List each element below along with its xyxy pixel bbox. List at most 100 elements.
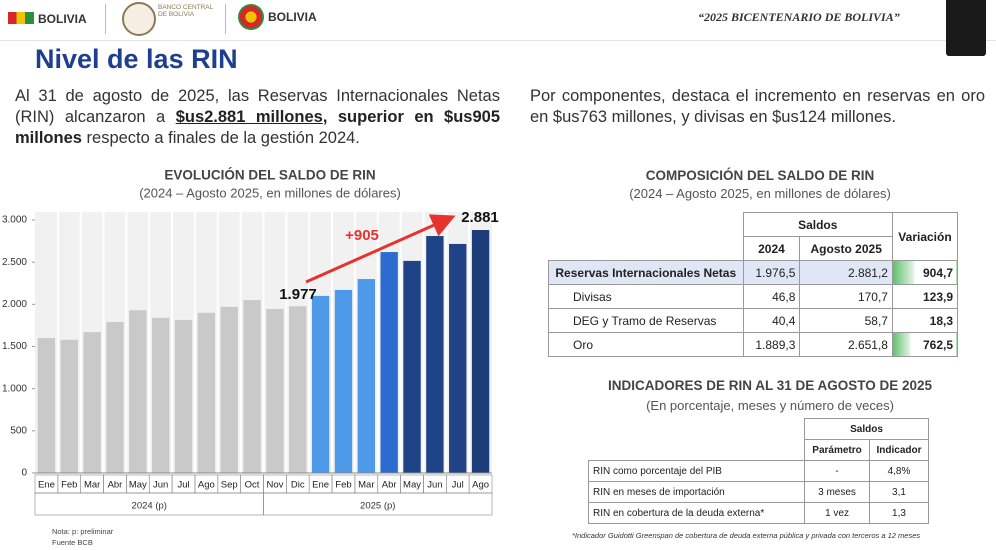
group-header: Saldos: [742, 212, 893, 237]
y-tick-label: 2.500: [2, 257, 27, 268]
indicators-subtitle: (En porcentaje, meses y número de veces): [646, 398, 894, 413]
divider: [105, 4, 106, 34]
intro-text: Al 31 de agosto de 2025, las Reservas In…: [15, 87, 500, 126]
x-tick-label: Ago: [472, 480, 489, 491]
cell: 4,8%: [869, 460, 929, 482]
column-header: Parámetro: [804, 439, 870, 461]
cell: 46,8: [742, 284, 801, 309]
year-header: 2024: [742, 236, 801, 261]
cell: 2.881,2: [799, 260, 893, 285]
x-tick-label: Mar: [84, 480, 100, 491]
bar: [197, 312, 216, 473]
x-tick-label: Ene: [38, 480, 55, 491]
bar: [83, 332, 101, 473]
intro-highlight: $us2.881 millones: [175, 108, 323, 126]
motto: “2025 BICENTENARIO DE BOLIVIA”: [698, 10, 900, 24]
bar: [449, 243, 467, 473]
y-tick-label: 500: [10, 425, 27, 436]
components-paragraph: Por componentes, destaca el incremento e…: [530, 87, 985, 126]
x-tick-label: Jul: [177, 480, 189, 491]
x-tick-label: Jul: [452, 480, 464, 491]
cell: 40,4: [742, 308, 801, 333]
bar: [243, 300, 261, 473]
annotation-end: 2.881: [461, 209, 499, 226]
bar: [311, 295, 330, 473]
x-tick-label: May: [129, 480, 147, 491]
cell: -: [804, 460, 870, 482]
row-label: Oro: [548, 332, 744, 357]
cell: 3,1: [869, 481, 929, 503]
group-header: Saldos: [804, 418, 929, 440]
y-tick-label: 3.000: [2, 215, 27, 226]
row-label: Reservas Internacionales Netas: [548, 260, 744, 285]
x-tick-label: Sep: [221, 480, 238, 491]
y-tick-label: 2.000: [2, 299, 27, 310]
growth-arrow: [305, 214, 456, 284]
indicators-title: INDICADORES DE RIN AL 31 DE AGOSTO DE 20…: [607, 378, 933, 393]
cell: 58,7: [799, 308, 893, 333]
column-header: Indicador: [869, 439, 929, 461]
bar: [380, 252, 398, 473]
bar: [426, 236, 444, 473]
indicators-table: Saldos Parámetro Indicador RIN como porc…: [587, 418, 929, 524]
bar: [403, 260, 421, 473]
x-tick-label: Ene: [312, 480, 329, 491]
row-label: RIN en meses de importación: [587, 481, 806, 503]
x-tick-label: Jun: [153, 480, 168, 491]
x-tick-label: Abr: [382, 480, 397, 491]
bar: [471, 230, 490, 473]
national-emblem: [238, 4, 264, 30]
footnote: *Indicador Guidotti Greenspan de cobertu…: [572, 531, 921, 540]
cell: 18,3: [891, 308, 959, 333]
row-label: DEG y Tramo de Reservas: [548, 308, 744, 333]
cell: 1.976,5: [742, 260, 801, 285]
y-tick-label: 0: [21, 468, 27, 479]
bar: [220, 306, 238, 473]
cell: 123,9: [891, 284, 959, 309]
x-group-label: 2025 (p): [360, 501, 395, 512]
y-tick-label: 1.500: [2, 341, 27, 352]
bar: [60, 339, 78, 473]
logo-left-text: BOLIVIA: [38, 12, 87, 26]
corner-badge: [946, 0, 986, 56]
composition-title: COMPOSICIÓN DEL SALDO DE RIN: [645, 168, 875, 183]
bar: [357, 279, 376, 473]
chart-note: Nota: p: preliminar: [52, 527, 114, 536]
annotation-change: +905: [345, 227, 379, 244]
row-label: RIN en cobertura de la deuda externa*: [587, 502, 806, 524]
slide-title: Nivel de las RIN: [35, 44, 238, 74]
logo-right-text: BOLIVIA: [268, 10, 317, 24]
x-tick-label: Feb: [61, 480, 77, 491]
x-tick-label: May: [403, 480, 421, 491]
cell: 1 vez: [804, 502, 870, 524]
header-bar: BOLIVIA BANCO CENTRAL DE BOLIVIA BOLIVIA…: [0, 0, 996, 56]
x-tick-label: Abr: [108, 480, 123, 491]
x-tick-label: Feb: [335, 480, 351, 491]
bar: [106, 322, 124, 473]
cell: 1,3: [869, 502, 929, 524]
bar: [266, 308, 284, 473]
cell: 904,7: [891, 260, 959, 285]
row-label: RIN como porcentaje del PIB: [587, 460, 806, 482]
x-tick-label: Ago: [198, 480, 215, 491]
composition-subtitle: (2024 – Agosto 2025, en millones de dóla…: [629, 186, 891, 201]
bar: [129, 310, 147, 473]
intro-bold: , superior en $us905 millones: [15, 108, 501, 147]
chart-title: EVOLUCIÓN DEL SALDO DE RIN: [164, 168, 375, 183]
x-tick-label: Oct: [245, 480, 260, 491]
x-tick-label: Mar: [358, 480, 374, 491]
chart-note: Fuente BCB: [52, 538, 93, 547]
x-tick-label: Dic: [291, 480, 305, 491]
cell: 170,7: [799, 284, 893, 309]
annotation-start: 1.977: [279, 286, 317, 303]
bar: [37, 338, 56, 473]
logo-flag: [8, 12, 34, 24]
cell: 2.651,8: [799, 332, 893, 357]
cell: 3 meses: [804, 481, 870, 503]
year-header: Agosto 2025: [799, 236, 893, 261]
cell: 1.889,3: [742, 332, 801, 357]
intro-text: respecto a finales de la gestión 2024.: [81, 129, 360, 147]
chart-subtitle: (2024 – Agosto 2025, en millones de dóla…: [139, 185, 401, 200]
